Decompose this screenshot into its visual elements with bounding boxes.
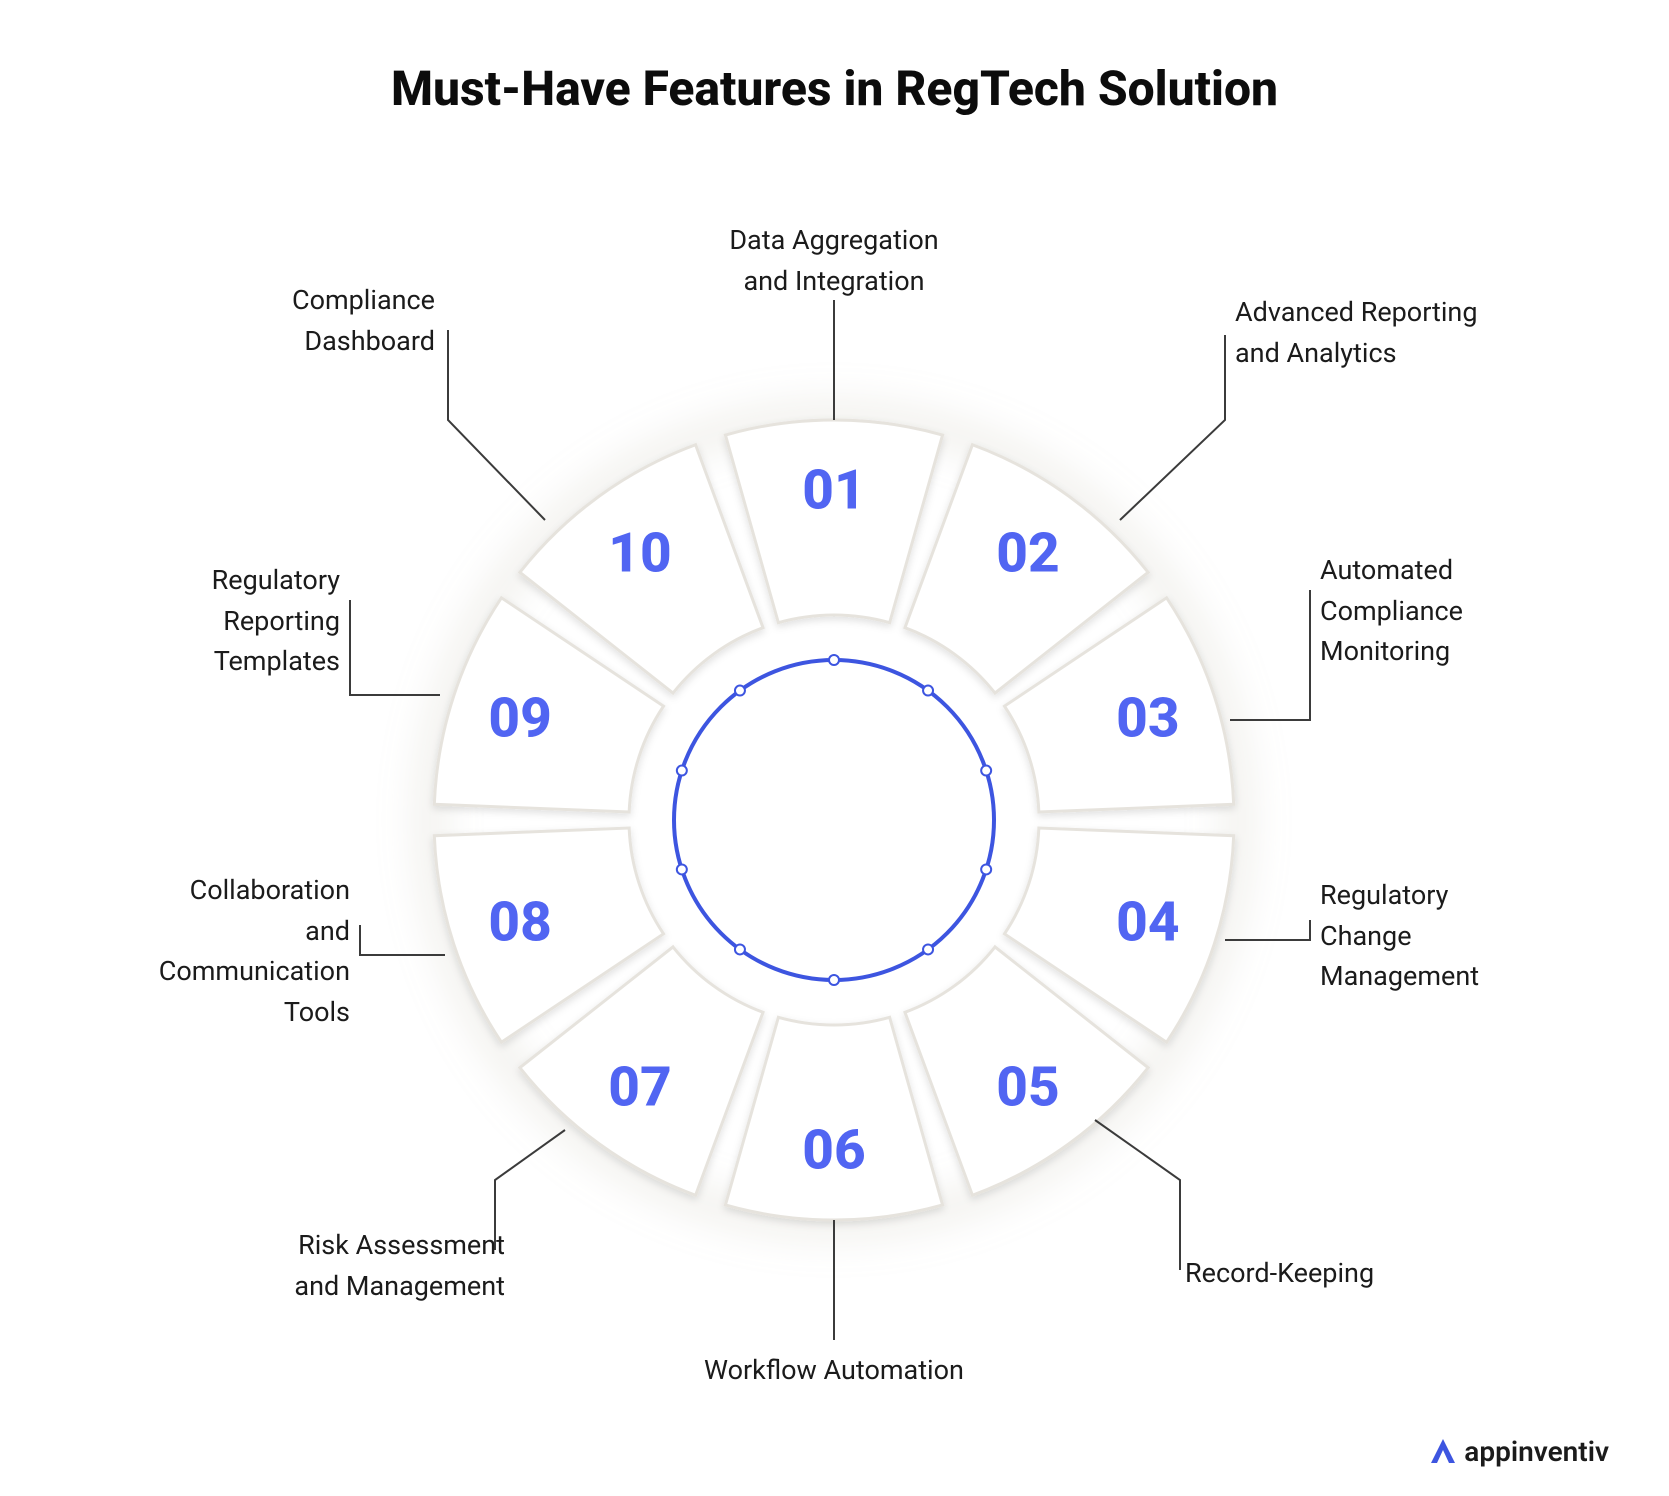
segment-number-08: 08: [488, 891, 551, 955]
connector-05: [1095, 1120, 1180, 1270]
feature-label-07: Risk Assessmentand Management: [185, 1225, 505, 1306]
feature-label-06: Workflow Automation: [624, 1350, 1044, 1391]
inner-circle: [674, 660, 994, 980]
segment-number-07: 07: [608, 1056, 671, 1120]
connector-02: [1120, 335, 1225, 520]
inner-circle-dot: [923, 686, 933, 696]
page-title: Must-Have Features in RegTech Solution: [0, 60, 1669, 117]
inner-circle-dot: [829, 975, 839, 985]
feature-label-01: Data Aggregationand Integration: [654, 220, 1014, 301]
connector-09: [350, 600, 440, 695]
inner-circle-dot: [677, 864, 687, 874]
feature-label-09: RegulatoryReportingTemplates: [60, 560, 340, 682]
segment-number-05: 05: [996, 1056, 1059, 1120]
feature-label-05: Record-Keeping: [1185, 1253, 1505, 1294]
brand-name: appinventiv: [1464, 1435, 1609, 1468]
feature-label-03: AutomatedComplianceMonitoring: [1320, 550, 1640, 672]
segment-number-10: 10: [608, 522, 671, 586]
segment-number-09: 09: [488, 687, 551, 751]
brand-logo: appinventiv: [1428, 1435, 1609, 1468]
inner-circle-dot: [735, 686, 745, 696]
segment-number-04: 04: [1116, 891, 1179, 955]
inner-circle-dot: [923, 944, 933, 954]
connector-03: [1230, 590, 1310, 720]
inner-circle-dot: [677, 766, 687, 776]
brand-icon: [1428, 1437, 1458, 1467]
inner-circle-dot: [735, 944, 745, 954]
inner-circle-dot: [981, 864, 991, 874]
connector-07: [495, 1130, 565, 1250]
inner-circle-dot: [829, 655, 839, 665]
inner-circle-dot: [981, 766, 991, 776]
segment-number-03: 03: [1116, 687, 1179, 751]
feature-label-10: ComplianceDashboard: [115, 280, 435, 361]
feature-label-02: Advanced Reportingand Analytics: [1235, 292, 1595, 373]
feature-label-08: CollaborationandCommunicationTools: [20, 870, 350, 1032]
segment-number-06: 06: [802, 1119, 865, 1183]
segment-number-01: 01: [802, 459, 865, 523]
page: Must-Have Features in RegTech Solution 0…: [0, 0, 1669, 1496]
feature-label-04: RegulatoryChangeManagement: [1320, 875, 1660, 997]
segment-number-02: 02: [996, 522, 1059, 586]
connector-10: [448, 330, 545, 520]
